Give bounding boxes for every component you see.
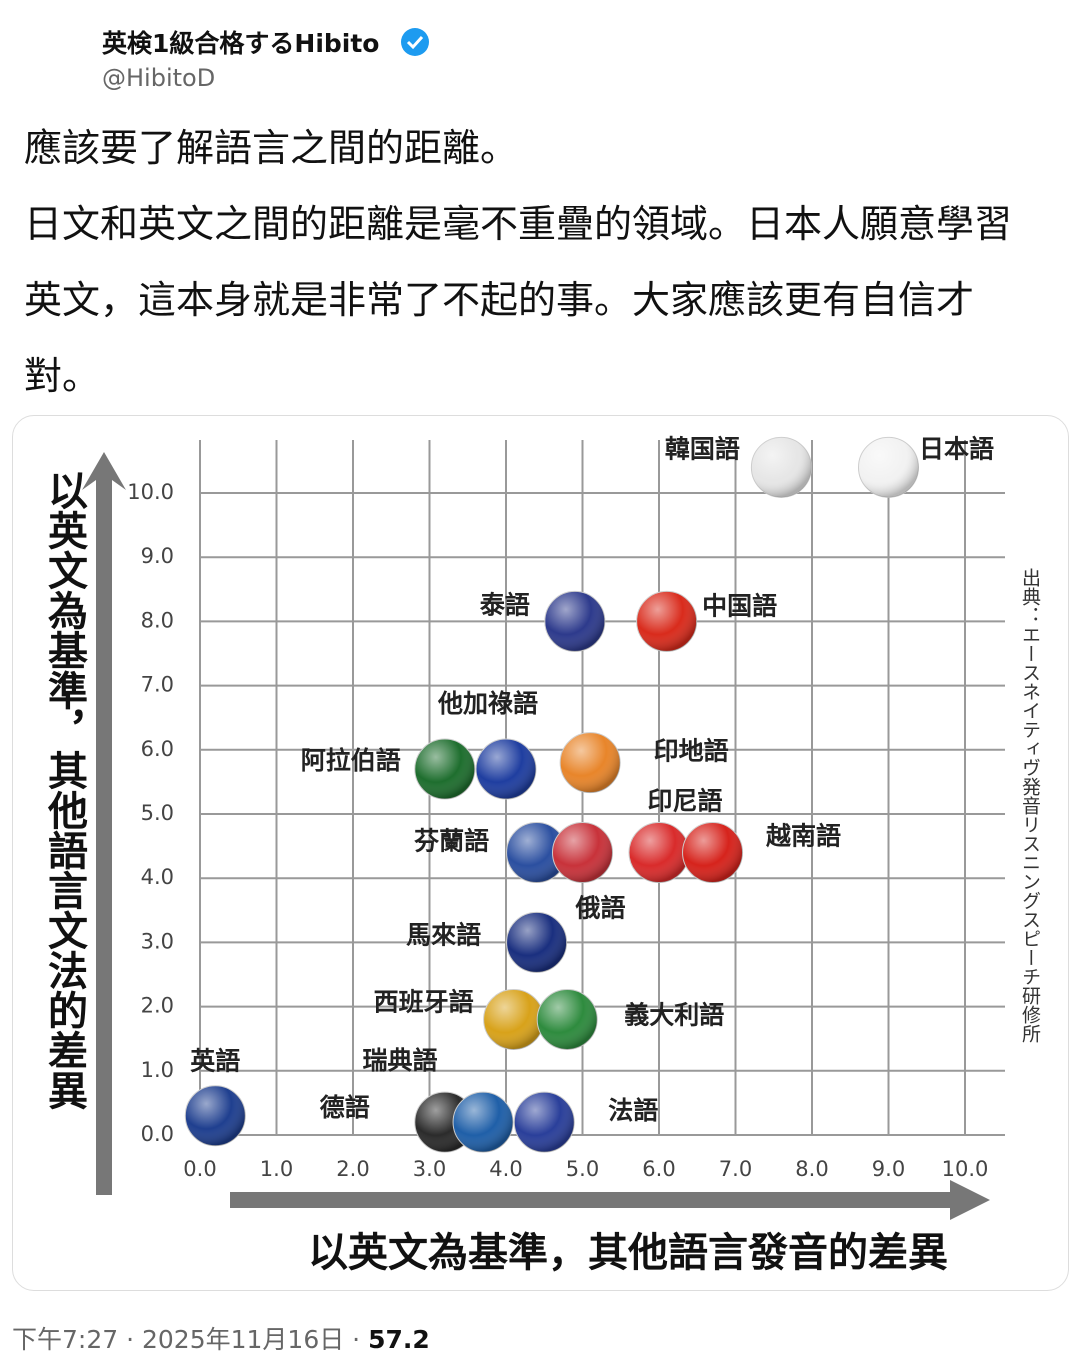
- point-label: 阿拉伯語: [301, 746, 401, 775]
- x-tick-label: 6.0: [642, 1157, 675, 1181]
- x-tick-label: 7.0: [719, 1157, 752, 1181]
- flag-point: [682, 822, 744, 884]
- y-axis-arrow: [82, 452, 126, 1195]
- y-tick-label: 10.0: [127, 480, 174, 504]
- y-tick-label: 1.0: [141, 1058, 174, 1082]
- y-tick-label: 9.0: [141, 544, 174, 568]
- flag-point: [750, 436, 812, 498]
- chart: 以英文為基準，其他語言發音的差異 以英文為基準，其他語言文法的差異 出典：エース…: [41, 434, 1041, 1276]
- paragraph: 日文和英文之間的距離是毫不重疊的領域。日本人願意學習英文，這本身就是非常了不起的…: [24, 202, 1013, 398]
- x-tick-label: 9.0: [872, 1157, 905, 1181]
- point-label: 英語: [190, 1047, 240, 1076]
- point-label: 法語: [608, 1096, 658, 1125]
- flag-point: [184, 1085, 246, 1147]
- point-label: 瑞典語: [363, 1046, 438, 1075]
- point-label: 德語: [320, 1093, 370, 1122]
- image-card[interactable]: [12, 415, 1069, 1291]
- x-axis-label: 以英文為基準，其他語言發音的差異: [308, 1230, 948, 1276]
- view-count: 57.2: [368, 1325, 430, 1354]
- point-label: 泰語: [480, 590, 530, 619]
- x-tick-label: 2.0: [336, 1157, 369, 1181]
- flag-point: [858, 436, 919, 498]
- flag-point: [628, 822, 690, 884]
- y-tick-label: 4.0: [141, 865, 174, 889]
- flag-point: [452, 1091, 514, 1153]
- point-label: 中国語: [702, 591, 777, 620]
- y-tick-label: 3.0: [141, 929, 174, 953]
- y-tick-label: 7.0: [141, 673, 174, 697]
- post-text: 應該要了解語言之間的距離。 日文和英文之間的距離是毫不重疊的領域。日本人願意學習…: [24, 110, 1034, 414]
- verified-badge: [401, 28, 429, 56]
- point-label: 他加祿語: [437, 689, 538, 718]
- flag-point: [414, 738, 476, 800]
- source-note: 出典：エースネイティヴ発音リスニングスピーチ研修所: [1019, 568, 1041, 1043]
- point-label: 越南語: [766, 822, 841, 851]
- point-label: 芬蘭語: [414, 827, 489, 856]
- y-tick-label: 6.0: [141, 737, 174, 761]
- y-tick-label: 0.0: [141, 1122, 174, 1146]
- x-tick-label: 0.0: [183, 1157, 216, 1181]
- point-label: 馬來語: [406, 920, 481, 949]
- point-label: 印地語: [654, 737, 729, 766]
- point-label: 西班牙語: [374, 987, 474, 1016]
- flag-point: [506, 911, 568, 973]
- flag-point: [475, 738, 537, 800]
- y-tick-label: 8.0: [141, 608, 174, 632]
- user-handle[interactable]: @HibitoD: [102, 64, 216, 92]
- x-tick-label: 1.0: [260, 1157, 293, 1181]
- y-axis-label: 以英文為基準，其他語言文法的差異: [41, 470, 89, 1110]
- paragraph: 應該要了解語言之間的距離。: [24, 126, 519, 170]
- y-tick-label: 2.0: [141, 994, 174, 1018]
- x-axis-arrow: [230, 1180, 990, 1220]
- point-label: 俄語: [574, 894, 625, 923]
- x-tick-label: 4.0: [489, 1157, 522, 1181]
- flag-point: [513, 1091, 575, 1153]
- point-label: 日本語: [919, 434, 994, 463]
- point-label: 韓国語: [665, 434, 740, 463]
- point-label: 義大利語: [624, 1000, 724, 1029]
- x-tick-label: 3.0: [413, 1157, 446, 1181]
- x-tick-label: 5.0: [566, 1157, 599, 1181]
- y-tick-label: 5.0: [141, 801, 174, 825]
- x-tick-label: 10.0: [942, 1157, 989, 1181]
- point-label: 印尼語: [647, 787, 722, 816]
- post-meta: 下午7:27 · 2025年11月16日 · 57.2: [12, 1325, 430, 1354]
- flag-point: [559, 732, 621, 794]
- flag-point: [536, 988, 598, 1050]
- flag-point: [636, 590, 698, 652]
- timestamp[interactable]: 下午7:27 · 2025年11月16日: [12, 1325, 345, 1354]
- x-tick-label: 8.0: [795, 1157, 828, 1181]
- flag-point: [544, 590, 606, 652]
- flag-point: [552, 822, 613, 884]
- user-name[interactable]: 英検1級合格するHibito: [102, 29, 380, 58]
- flag-point: [483, 988, 545, 1050]
